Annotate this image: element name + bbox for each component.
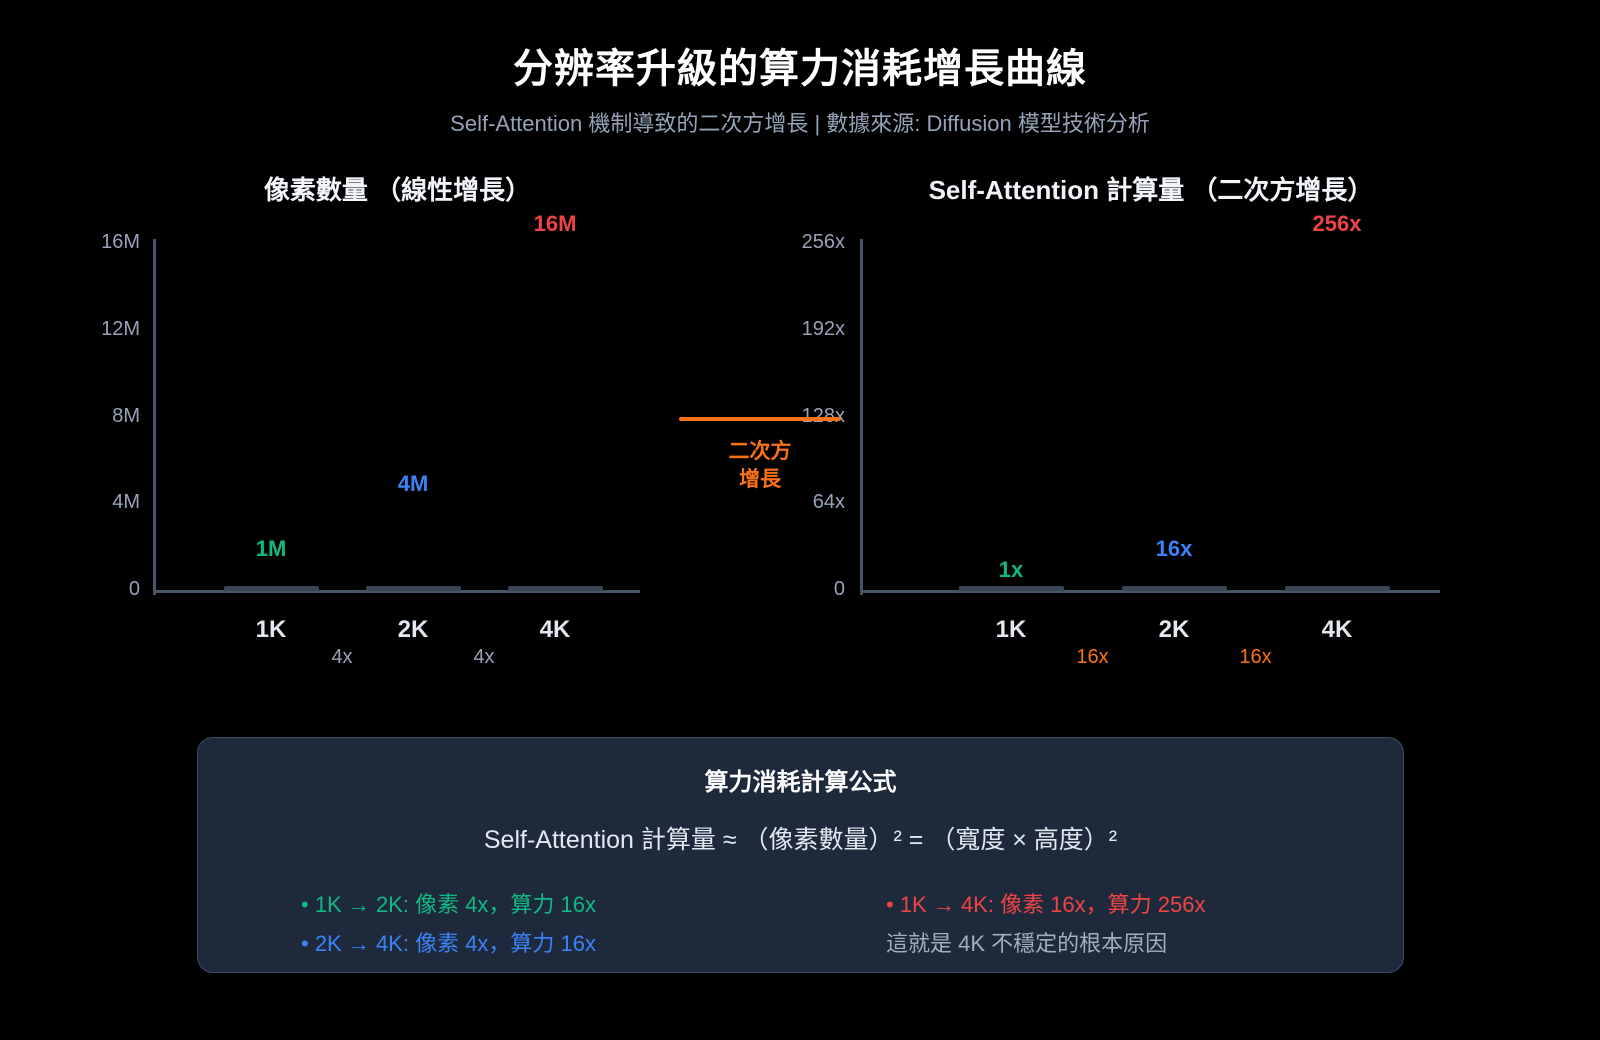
bar-attention-4K	[1284, 586, 1390, 591]
value-label-attention-2K: 16x	[1155, 536, 1193, 562]
y-tick-label-pixels: 16M	[101, 231, 140, 253]
bar-attention-1K	[958, 586, 1064, 591]
x-tick-label-pixels-2K: 2K	[397, 616, 429, 643]
y-axis-attention	[860, 239, 863, 595]
formula-bullet: • 1K → 2K: 像素 4x，算力 16x	[301, 892, 597, 917]
bar-attention-2K	[1121, 586, 1227, 591]
y-tick-label-attention: 128x	[801, 404, 845, 427]
formula-text: Self-Attention 計算量 ≈ （像素數量）² = （寬度 × 高度）…	[483, 826, 1118, 854]
y-tick-label-attention: 256x	[801, 231, 845, 253]
y-tick-label-pixels: 12M	[101, 317, 140, 340]
growth-factor-label-attention: 16x	[1076, 646, 1109, 668]
formula-bullet: 這就是 4K 不穩定的根本原因	[886, 931, 1168, 956]
chart-title-pixels: 像素數量 （線性增長）	[263, 175, 532, 205]
annotation-line-1: 二次方	[728, 440, 792, 463]
bar-pixels-1K	[223, 586, 319, 591]
bar-pixels-2K	[365, 586, 461, 591]
y-tick-label-attention: 0	[833, 578, 845, 600]
growth-factor-label-pixels: 4x	[331, 646, 353, 668]
quadratic-growth-annotation: 二次方 增長	[690, 438, 830, 494]
formula-bullets-right: • 1K → 4K: 像素 16x，算力 256x 這就是 4K 不穩定的根本原因	[886, 885, 1406, 963]
chart-title-attention: Self-Attention 計算量 （二次方增長）	[928, 175, 1374, 205]
y-tick-label-pixels: 4M	[112, 491, 140, 514]
value-label-pixels-4K: 16M	[533, 211, 577, 236]
page-title: 分辨率升級的算力消耗增長曲線	[513, 47, 1087, 91]
y-tick-label-attention: 192x	[801, 317, 845, 340]
value-label-attention-4K: 256x	[1312, 211, 1362, 236]
x-tick-label-pixels-4K: 4K	[539, 616, 571, 643]
formula-bullets-left: • 1K → 2K: 像素 4x，算力 16x • 2K → 4K: 像素 4x，…	[301, 885, 861, 963]
x-tick-label-attention-1K: 1K	[995, 616, 1027, 643]
y-tick-label-pixels: 0	[128, 578, 140, 600]
growth-factor-label-pixels: 4x	[473, 646, 495, 668]
formula-panel-title: 算力消耗計算公式	[704, 769, 897, 796]
formula-bullet: • 2K → 4K: 像素 4x，算力 16x	[301, 931, 597, 956]
bar-pixels-4K	[507, 586, 603, 591]
y-axis-pixels	[153, 239, 156, 595]
x-tick-label-pixels-1K: 1K	[255, 616, 287, 643]
value-label-pixels-1K: 1M	[255, 536, 287, 562]
value-label-pixels-2K: 4M	[397, 471, 429, 497]
annotation-line-2: 增長	[739, 468, 781, 491]
growth-factor-label-attention: 16x	[1239, 646, 1272, 668]
value-label-attention-1K: 1x	[998, 556, 1024, 582]
formula-panel: 算力消耗計算公式 Self-Attention 計算量 ≈ （像素數量）² = …	[197, 737, 1404, 973]
x-tick-label-attention-4K: 4K	[1321, 616, 1353, 643]
page-subtitle: Self-Attention 機制導致的二次方增長 | 數據來源: Diffus…	[450, 111, 1150, 136]
x-axis-pixels	[153, 590, 640, 593]
x-tick-label-attention-2K: 2K	[1158, 616, 1190, 643]
formula-bullet: • 1K → 4K: 像素 16x，算力 256x	[886, 892, 1206, 917]
quadratic-growth-annotation-line	[679, 417, 841, 421]
x-axis-attention	[860, 590, 1440, 593]
y-tick-label-attention: 64x	[812, 491, 845, 514]
y-tick-label-pixels: 8M	[112, 404, 140, 427]
